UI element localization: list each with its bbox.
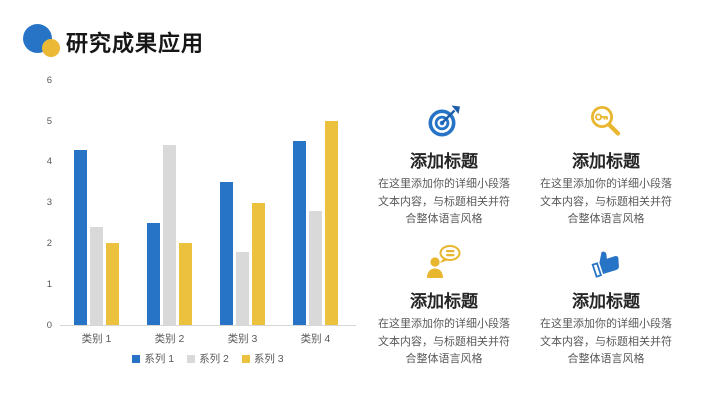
x-axis-category-label: 类别 3	[227, 333, 258, 345]
legend-item: 系列 1	[132, 351, 174, 366]
x-axis-line	[60, 325, 356, 326]
feature-block-4: 添加标题 在这里添加你的详细小段落文本内容，与标题相关并符合整体语言风格	[531, 243, 681, 369]
bar-series1-cat2	[147, 223, 160, 325]
feature-block-2: 添加标题 在这里添加你的详细小段落文本内容，与标题相关并符合整体语言风格	[531, 103, 681, 229]
bar-series2-cat2	[163, 145, 176, 325]
feature-title: 添加标题	[410, 152, 478, 171]
x-axis-category-label: 类别 4	[300, 333, 331, 345]
key-search-icon	[587, 103, 625, 141]
y-axis-tick-label: 5	[46, 115, 52, 127]
feature-body: 在这里添加你的详细小段落文本内容，与标题相关并符合整体语言风格	[540, 178, 672, 226]
legend-label: 系列 3	[253, 353, 284, 365]
person-speech-icon	[423, 243, 465, 281]
y-axis-tick-label: 4	[46, 156, 52, 168]
y-axis-tick-label: 3	[46, 197, 52, 209]
legend-swatch	[241, 354, 250, 363]
slide-title: 研究成果应用	[66, 31, 205, 56]
bar-series2-cat1	[90, 227, 103, 325]
bar-series3-cat1	[106, 243, 119, 325]
feature-block-3: 添加标题 在这里添加你的详细小段落文本内容，与标题相关并符合整体语言风格	[369, 243, 519, 369]
legend-swatch	[187, 354, 196, 363]
legend-item: 系列 2	[187, 351, 229, 366]
legend-label: 系列 1	[144, 353, 175, 365]
y-axis-tick-label: 2	[46, 237, 52, 249]
feature-title: 添加标题	[572, 152, 640, 171]
x-axis-category-label: 类别 1	[81, 333, 112, 345]
y-axis-tick-label: 0	[46, 319, 52, 331]
y-axis-tick-label: 1	[46, 278, 52, 290]
bar-series1-cat4	[293, 141, 306, 325]
legend-item: 系列 3	[241, 351, 284, 366]
bar-series1-cat1	[74, 150, 87, 325]
bar-series3-cat2	[179, 243, 192, 325]
decorative-yellow-circle	[42, 39, 60, 57]
target-arrow-icon	[425, 103, 463, 141]
bar-series3-cat4	[325, 121, 338, 325]
feature-body: 在这里添加你的详细小段落文本内容，与标题相关并符合整体语言风格	[378, 318, 510, 366]
x-axis-category-label: 类别 2	[154, 333, 185, 345]
feature-body: 在这里添加你的详细小段落文本内容，与标题相关并符合整体语言风格	[378, 178, 510, 226]
bar-series2-cat4	[309, 211, 322, 325]
legend-swatch	[132, 354, 141, 363]
legend-label: 系列 2	[199, 353, 229, 365]
bar-series2-cat3	[236, 252, 249, 325]
chart-legend: 系列 1 系列 2 系列 3	[60, 351, 356, 366]
feature-title: 添加标题	[410, 292, 478, 311]
thumbs-up-icon	[586, 243, 626, 281]
y-axis-tick-label: 6	[46, 74, 52, 86]
bar-series1-cat3	[220, 182, 233, 325]
bar-series3-cat3	[252, 203, 265, 325]
feature-title: 添加标题	[572, 292, 640, 311]
feature-block-1: 添加标题 在这里添加你的详细小段落文本内容，与标题相关并符合整体语言风格	[369, 103, 519, 229]
feature-body: 在这里添加你的详细小段落文本内容，与标题相关并符合整体语言风格	[540, 318, 672, 366]
